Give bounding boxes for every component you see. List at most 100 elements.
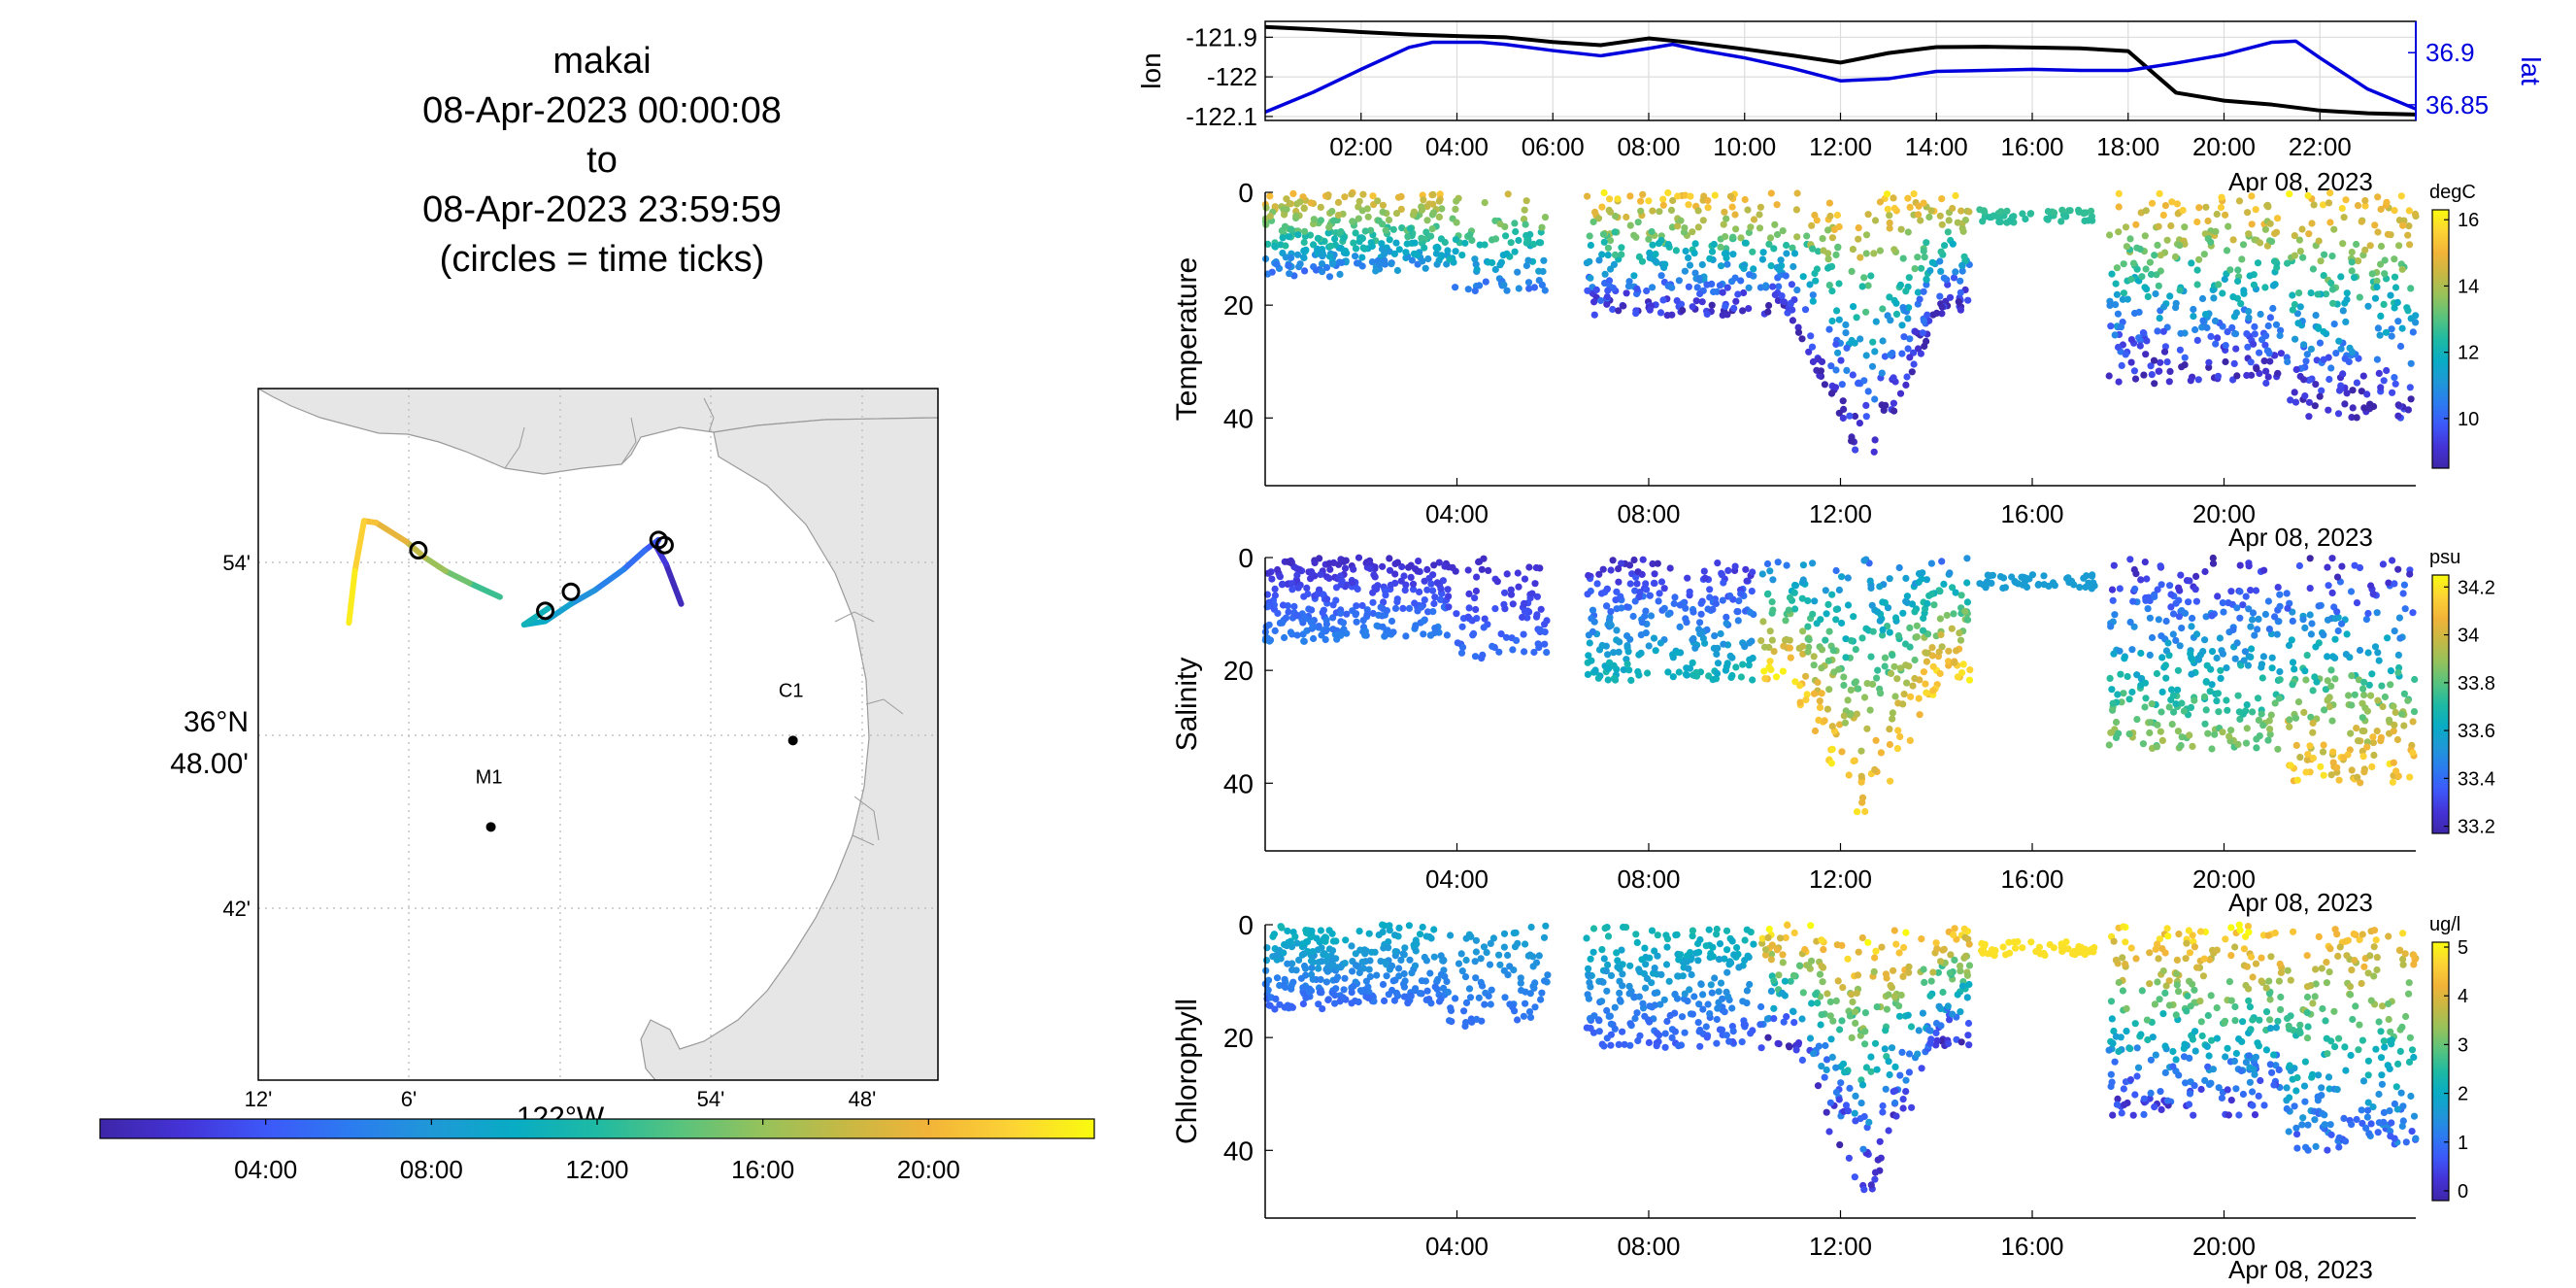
data-point xyxy=(2137,649,2145,658)
data-point xyxy=(1324,996,1332,1003)
data-point xyxy=(2396,634,2404,642)
data-point xyxy=(1747,223,1755,231)
data-point xyxy=(1879,626,1887,634)
data-point xyxy=(2319,1004,2326,1013)
data-point xyxy=(1348,1000,1355,1007)
track-segment xyxy=(620,547,649,573)
data-point xyxy=(1452,248,1459,255)
data-point xyxy=(1952,589,1959,596)
data-point xyxy=(1380,251,1388,258)
data-point xyxy=(1828,288,1836,295)
data-point xyxy=(2110,937,2118,945)
data-point xyxy=(2253,744,2260,752)
data-point xyxy=(1496,220,1504,228)
data-point xyxy=(1337,556,1345,563)
data-point xyxy=(2227,997,2235,1004)
data-point xyxy=(2141,703,2149,711)
data-point xyxy=(1765,926,1773,933)
lon-tick-label: 48' xyxy=(849,1087,877,1111)
data-point xyxy=(2177,741,2185,750)
data-point xyxy=(2137,1031,2145,1038)
data-point xyxy=(1729,1028,1737,1035)
data-point xyxy=(2266,726,2274,733)
data-point xyxy=(2154,586,2161,593)
data-point xyxy=(1964,1032,1972,1039)
data-point xyxy=(2391,207,2398,215)
data-point xyxy=(2204,217,2212,225)
data-point xyxy=(2269,282,2277,289)
data-point xyxy=(1860,274,1868,282)
data-point xyxy=(1723,254,1730,262)
data-point xyxy=(1266,213,1274,220)
data-point xyxy=(1626,1020,1634,1028)
data-point xyxy=(1870,250,1878,257)
data-point xyxy=(1889,709,1896,717)
data-point xyxy=(1405,604,1414,613)
data-point xyxy=(1636,589,1644,596)
data-point xyxy=(1825,199,1833,207)
data-point xyxy=(1838,941,1846,950)
data-point xyxy=(2325,968,2333,976)
data-point xyxy=(2179,206,2187,215)
data-point xyxy=(1840,673,1848,681)
data-point xyxy=(1914,254,1922,261)
data-point xyxy=(1768,598,1776,606)
data-point xyxy=(2226,266,2234,274)
station-marker-m1 xyxy=(485,822,496,832)
data-point xyxy=(2399,590,2407,597)
data-point xyxy=(2108,586,2117,593)
data-point xyxy=(2374,1129,2382,1136)
figure-title: makai 08-Apr-2023 00:00:08 to 08-Apr-202… xyxy=(311,37,893,285)
data-point xyxy=(1661,260,1669,268)
data-point xyxy=(2143,286,2151,293)
data-point xyxy=(1957,967,1964,975)
data-point xyxy=(1445,593,1453,600)
data-point xyxy=(1642,984,1650,992)
data-point xyxy=(1698,298,1706,306)
data-point xyxy=(2309,729,2317,736)
data-point xyxy=(1923,281,1930,288)
data-point xyxy=(2272,1024,2280,1032)
data-point xyxy=(1279,234,1287,242)
data-point xyxy=(1799,578,1807,586)
data-point xyxy=(1821,1073,1828,1081)
data-point xyxy=(1326,565,1334,573)
data-point xyxy=(2202,613,2210,621)
data-point xyxy=(1328,947,1337,955)
data-point xyxy=(2231,1002,2239,1011)
data-point xyxy=(1646,1018,1654,1026)
data-point xyxy=(2240,945,2248,953)
data-point xyxy=(1758,255,1766,263)
data-point xyxy=(1585,965,1592,972)
data-point xyxy=(2379,1002,2387,1010)
data-point xyxy=(1723,215,1730,222)
data-point xyxy=(2126,618,2134,627)
data-point xyxy=(2122,351,2129,358)
data-point xyxy=(1899,972,1907,981)
data-point xyxy=(1437,970,1445,978)
data-point xyxy=(1819,978,1826,986)
data-point xyxy=(2147,719,2155,727)
track-segment xyxy=(373,520,410,545)
data-point xyxy=(1471,594,1479,602)
data-point xyxy=(2163,1097,2172,1104)
data-point xyxy=(2187,1002,2194,1010)
data-point xyxy=(2233,639,2241,647)
data-point xyxy=(1657,970,1665,979)
date-label: Apr 08, 2023 xyxy=(2228,888,2373,917)
data-point xyxy=(1686,261,1694,269)
data-point xyxy=(2398,1122,2406,1130)
lat-ytick-label: 36.85 xyxy=(2425,90,2489,119)
data-point xyxy=(1673,297,1681,305)
data-point xyxy=(1287,628,1294,636)
data-point xyxy=(2385,716,2393,724)
data-point xyxy=(1383,607,1390,615)
data-point xyxy=(1675,277,1683,285)
data-point xyxy=(1704,1000,1712,1008)
data-point xyxy=(1656,590,1663,597)
data-point xyxy=(1488,986,1495,994)
data-point xyxy=(1748,588,1756,595)
scatter-points xyxy=(1261,188,2420,456)
data-point xyxy=(1385,944,1392,952)
data-point xyxy=(2266,1061,2274,1068)
